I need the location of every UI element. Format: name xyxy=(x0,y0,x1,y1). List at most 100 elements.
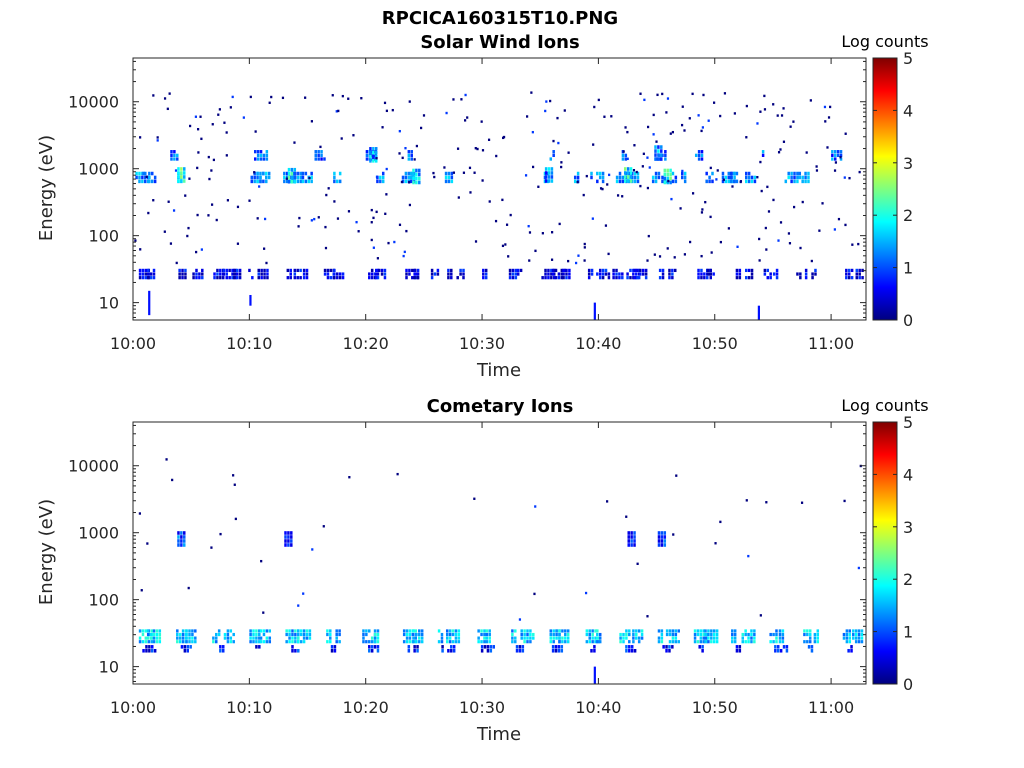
data-cell xyxy=(601,171,605,176)
data-cell xyxy=(601,175,605,180)
data-cell xyxy=(669,172,672,177)
data-cell xyxy=(229,640,233,644)
data-cell xyxy=(268,640,272,644)
data-cell xyxy=(229,629,233,633)
data-cell xyxy=(651,175,655,180)
data-cell xyxy=(593,666,596,684)
data-cell xyxy=(704,200,707,204)
data-cell xyxy=(798,175,802,180)
data-cell xyxy=(665,632,669,637)
data-cell xyxy=(285,175,289,180)
data-cell xyxy=(837,217,841,221)
data-cell xyxy=(317,157,320,161)
data-cell xyxy=(567,259,570,263)
data-cell xyxy=(464,93,467,97)
data-cell xyxy=(302,276,306,280)
data-cell xyxy=(194,115,198,118)
data-cell xyxy=(368,629,371,633)
data-cell xyxy=(362,632,365,637)
data-cell xyxy=(636,179,640,184)
data-cell xyxy=(565,276,568,280)
data-cell xyxy=(592,143,595,146)
data-cell xyxy=(291,645,294,649)
data-cell xyxy=(782,107,785,110)
data-cell xyxy=(191,640,194,644)
data-cell xyxy=(415,144,418,148)
data-cell xyxy=(657,640,661,644)
data-cell xyxy=(183,179,186,183)
data-cell xyxy=(447,276,450,280)
data-cell xyxy=(747,171,751,176)
data-cell xyxy=(799,272,802,276)
data-cell xyxy=(523,640,526,644)
data-cell xyxy=(591,629,594,633)
data-cell xyxy=(836,153,840,157)
data-cell xyxy=(474,146,477,150)
data-cell xyxy=(146,276,150,280)
solar-wind-panel: Solar Wind Ions 10:00 10:10 10:20 10:30 10:4… xyxy=(36,32,929,381)
data-cell xyxy=(302,632,306,637)
data-cell xyxy=(370,238,373,242)
data-cell xyxy=(518,645,522,649)
data-cell xyxy=(405,632,409,637)
data-cell xyxy=(398,152,401,155)
data-cell xyxy=(519,268,523,273)
data-cell xyxy=(621,276,624,280)
data-cell xyxy=(697,153,701,157)
data-cell xyxy=(252,632,255,637)
data-cell xyxy=(501,244,505,248)
data-cell xyxy=(587,268,591,273)
data-cell xyxy=(433,175,436,179)
data-cell xyxy=(183,531,186,535)
data-cell xyxy=(233,483,236,486)
data-cell xyxy=(629,179,633,183)
data-cell xyxy=(473,497,476,500)
data-cell xyxy=(393,240,396,244)
data-cell xyxy=(808,636,812,640)
data-cell xyxy=(176,157,179,161)
data-cell xyxy=(715,629,719,633)
x-tick-label: 10:50 xyxy=(692,334,738,353)
data-cell xyxy=(628,648,631,653)
data-cell xyxy=(375,210,378,214)
data-cell xyxy=(616,194,620,197)
data-cell xyxy=(656,93,659,97)
data-cell xyxy=(198,272,201,276)
data-cell xyxy=(554,276,558,280)
data-cell xyxy=(552,139,555,143)
data-cell xyxy=(704,640,707,644)
data-cell xyxy=(577,254,580,257)
data-cell xyxy=(765,248,768,251)
data-cell xyxy=(781,640,785,644)
data-cell xyxy=(811,276,814,280)
y-axis-label: Energy (eV) xyxy=(36,499,57,605)
data-cell xyxy=(669,168,672,173)
data-cell xyxy=(452,648,456,653)
data-cell xyxy=(604,224,608,227)
data-cell xyxy=(456,276,459,280)
data-cell xyxy=(657,543,661,547)
data-cell xyxy=(262,171,265,176)
data-cell xyxy=(632,272,635,276)
data-cell xyxy=(683,179,687,184)
data-cell xyxy=(598,175,602,180)
data-cell xyxy=(180,171,183,175)
data-cell xyxy=(483,629,486,633)
data-cell xyxy=(544,167,548,171)
data-cell xyxy=(646,615,649,618)
data-cell xyxy=(596,629,599,633)
data-cell xyxy=(459,272,462,276)
data-cell xyxy=(545,100,548,103)
data-cell xyxy=(443,166,446,169)
data-cell xyxy=(551,645,555,649)
colorbar-tick-label: 1 xyxy=(903,623,913,642)
data-cell xyxy=(640,636,644,640)
data-cell xyxy=(302,640,306,644)
data-cell xyxy=(660,636,664,640)
data-cell xyxy=(432,171,435,175)
data-cell xyxy=(729,171,733,176)
data-cell xyxy=(372,159,375,163)
data-cell xyxy=(452,98,455,101)
data-cell xyxy=(266,272,269,276)
data-cell xyxy=(674,175,678,180)
